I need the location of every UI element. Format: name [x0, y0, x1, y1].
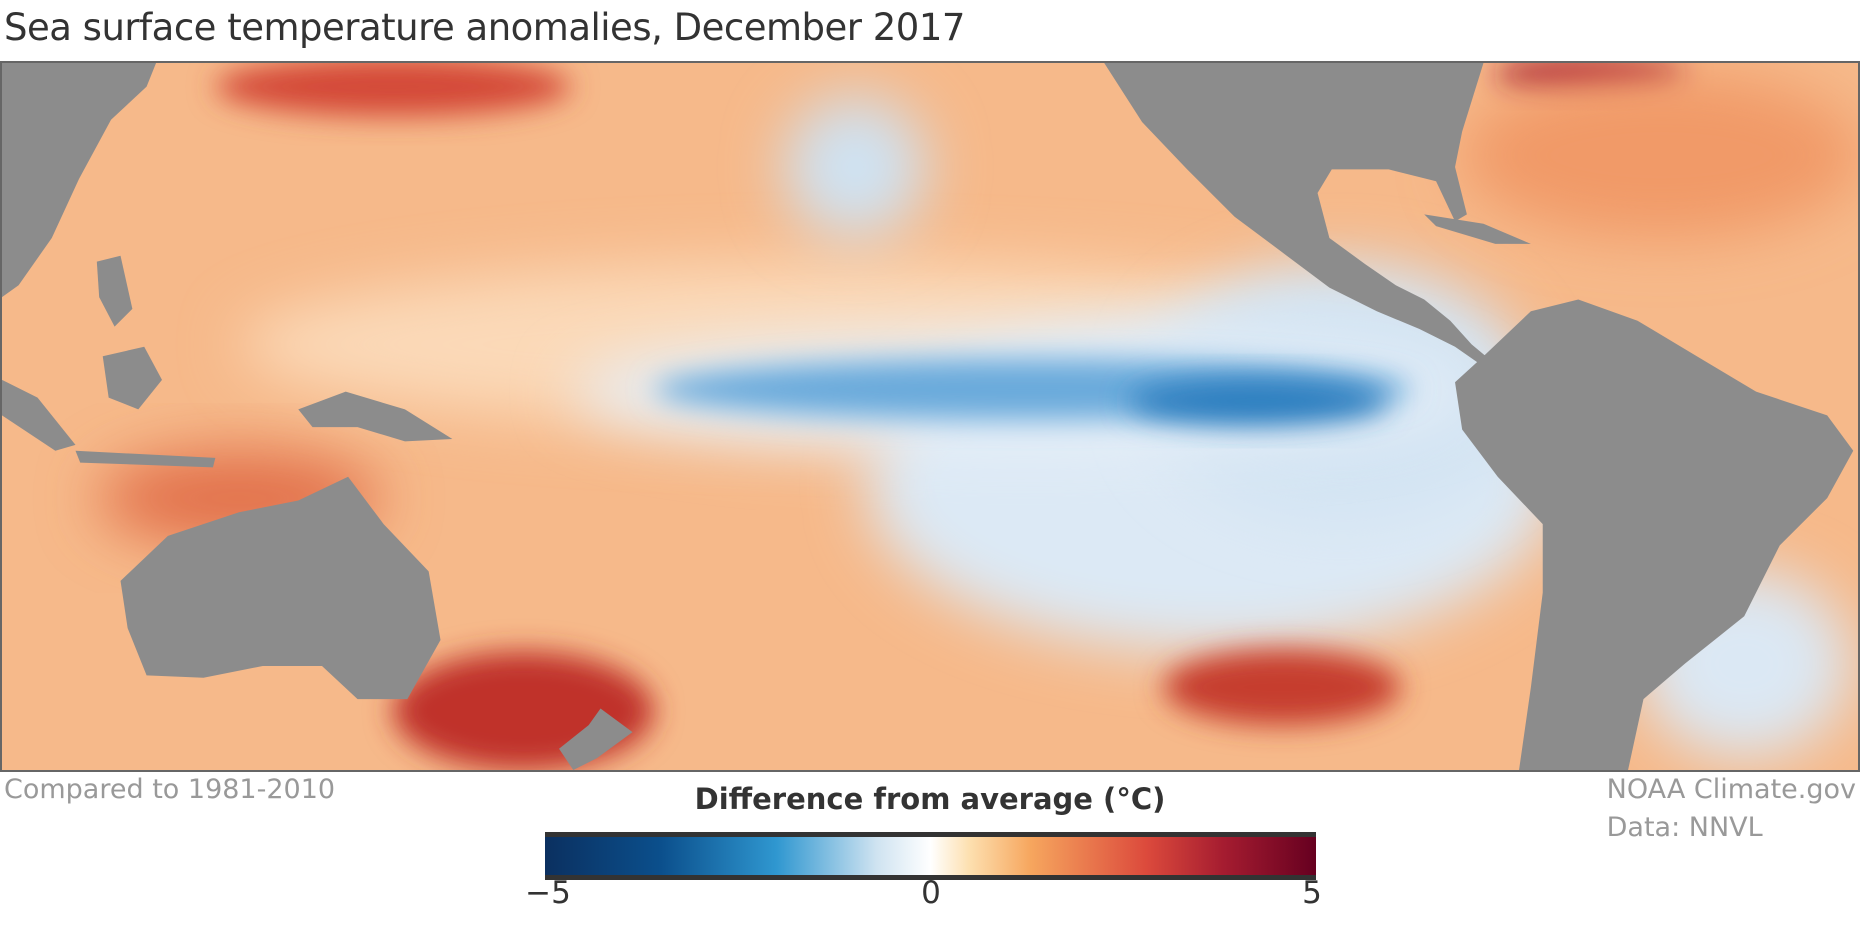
sst-anomaly-map: [0, 61, 1860, 772]
new-guinea-land: [298, 391, 453, 442]
colorbar-tick-min: −5: [525, 875, 571, 911]
north-america-land: [1104, 63, 1486, 364]
colorbar-label: Difference from average (°C): [694, 782, 1166, 816]
asia-land: [2, 63, 157, 298]
borneo-land: [102, 346, 162, 410]
java-land: [75, 450, 216, 468]
credit-block: NOAA Climate.gov Data: NNVL: [1607, 771, 1856, 847]
colorbar-tick-zero: 0: [921, 875, 941, 911]
australia-land: [120, 476, 441, 700]
colorbar-tick-max: 5: [1302, 875, 1322, 911]
colorbar: [545, 832, 1316, 880]
philippines-land: [96, 255, 133, 327]
cuba-land: [1424, 214, 1531, 244]
credit-source: NOAA Climate.gov: [1606, 774, 1856, 805]
new-zealand-land: [559, 708, 633, 770]
land-masses: [2, 63, 1854, 770]
baseline-note: Compared to 1981-2010: [4, 774, 336, 805]
sumatra-land: [2, 379, 76, 451]
credit-data: Data: NNVL: [1606, 812, 1763, 843]
map-title: Sea surface temperature anomalies, Decem…: [4, 6, 965, 49]
south-america-land: [1455, 299, 1854, 770]
